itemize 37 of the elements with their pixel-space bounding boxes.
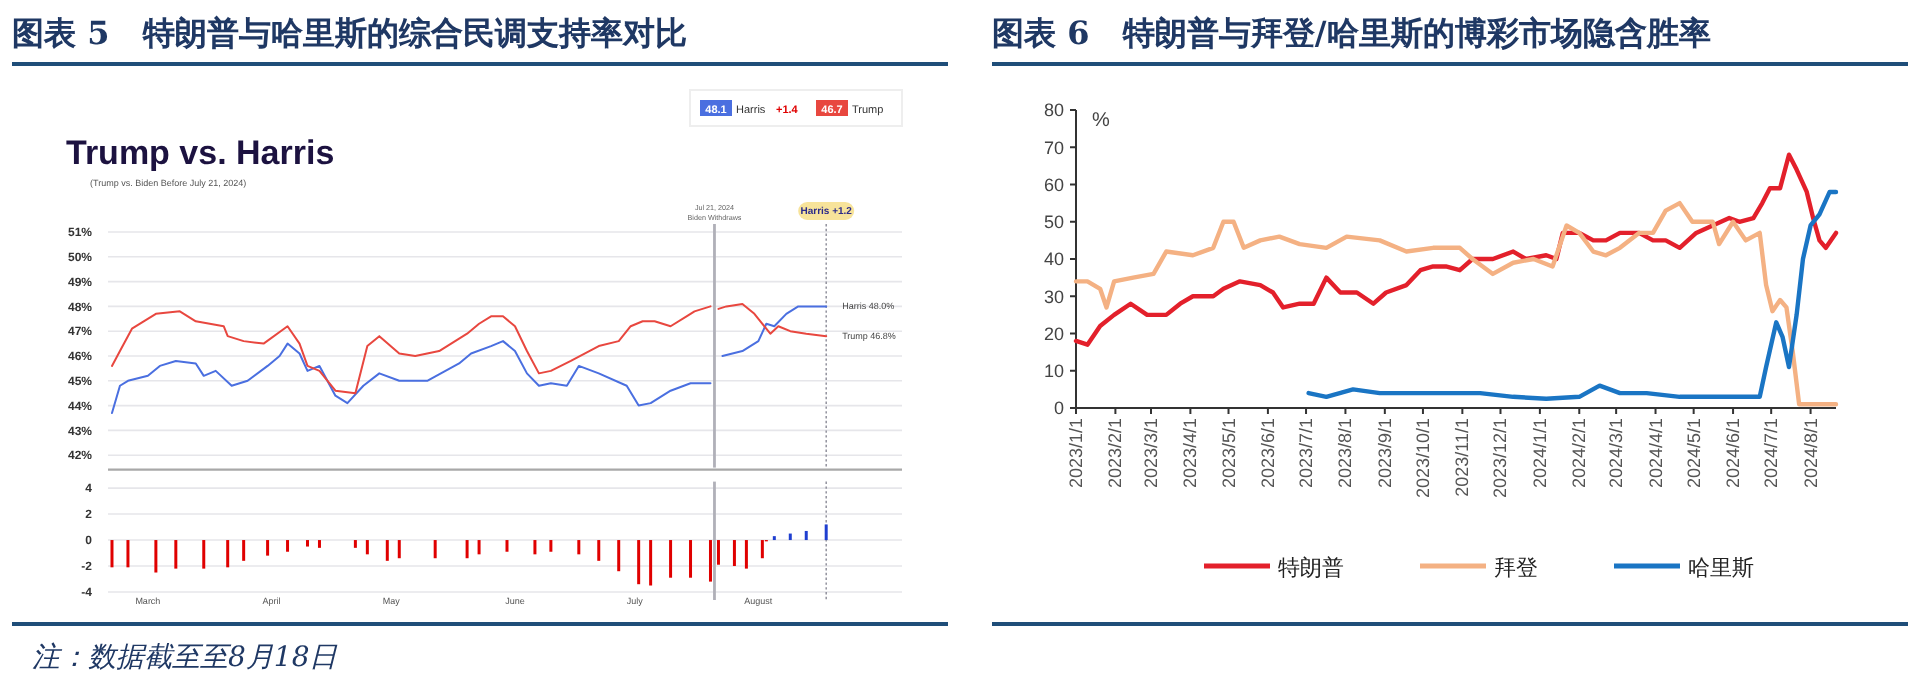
x-tick-label: 2023/7/1 xyxy=(1296,418,1317,489)
x-tick-label: 2023/11/1 xyxy=(1452,418,1473,497)
y-tick-label: 80 xyxy=(1043,100,1064,121)
y-axis-title: % xyxy=(1092,110,1110,132)
text: 注：数据截至至8月18日 xyxy=(32,642,340,674)
x-tick-label: 2024/7/1 xyxy=(1761,418,1782,489)
x-tick-label: 2023/8/1 xyxy=(1335,418,1356,489)
x-tick-label: 2023/3/1 xyxy=(1140,418,1161,489)
chart-title: 图表 5 特朗普与哈里斯的综合民调支持率对比 xyxy=(12,14,687,52)
legend-label: 哈里斯 xyxy=(1688,555,1754,581)
x-tick-label: 2023/6/1 xyxy=(1257,418,1278,489)
x-tick-label: 2024/8/1 xyxy=(1800,418,1821,489)
y-tick-label: 70 xyxy=(1043,137,1064,158)
x-tick-label: 2024/1/1 xyxy=(1529,418,1550,489)
x-tick-label: 2024/2/1 xyxy=(1569,418,1590,489)
y-tick-label: 0 xyxy=(1053,398,1064,419)
legend-label: 拜登 xyxy=(1494,557,1538,581)
x-tick-label: 2024/5/1 xyxy=(1683,418,1704,489)
y-tick-label: 20 xyxy=(1043,323,1064,344)
x-tick-label: 2024/6/1 xyxy=(1723,418,1744,489)
y-tick-label: 30 xyxy=(1043,286,1064,307)
y-tick-label: 10 xyxy=(1043,361,1064,382)
y-tick-label: 60 xyxy=(1043,174,1064,195)
x-tick-label: 2023/4/1 xyxy=(1180,418,1201,489)
x-tick-label: 2023/9/1 xyxy=(1374,418,1395,489)
x-tick-label: 2023/10/1 xyxy=(1412,418,1433,499)
x-tick-label: 2023/2/1 xyxy=(1105,418,1126,489)
legend-label: 特朗普 xyxy=(1278,555,1344,581)
chart-title: 图表 6 特朗普与拜登/哈里斯的博彩市场隐含胜率 xyxy=(992,14,1711,52)
x-tick-label: 2023/5/1 xyxy=(1218,418,1239,489)
y-tick-label: 50 xyxy=(1043,212,1064,233)
chart-subtitle: Trump vs. Harris xyxy=(66,134,335,172)
x-tick-label: 2023/12/1 xyxy=(1490,418,1511,499)
x-tick-label: 2024/3/1 xyxy=(1606,418,1627,489)
y-tick-label: 40 xyxy=(1043,249,1064,270)
x-tick-label: 2023/1/1 xyxy=(1066,418,1086,489)
x-tick-label: 2024/4/1 xyxy=(1645,418,1666,489)
